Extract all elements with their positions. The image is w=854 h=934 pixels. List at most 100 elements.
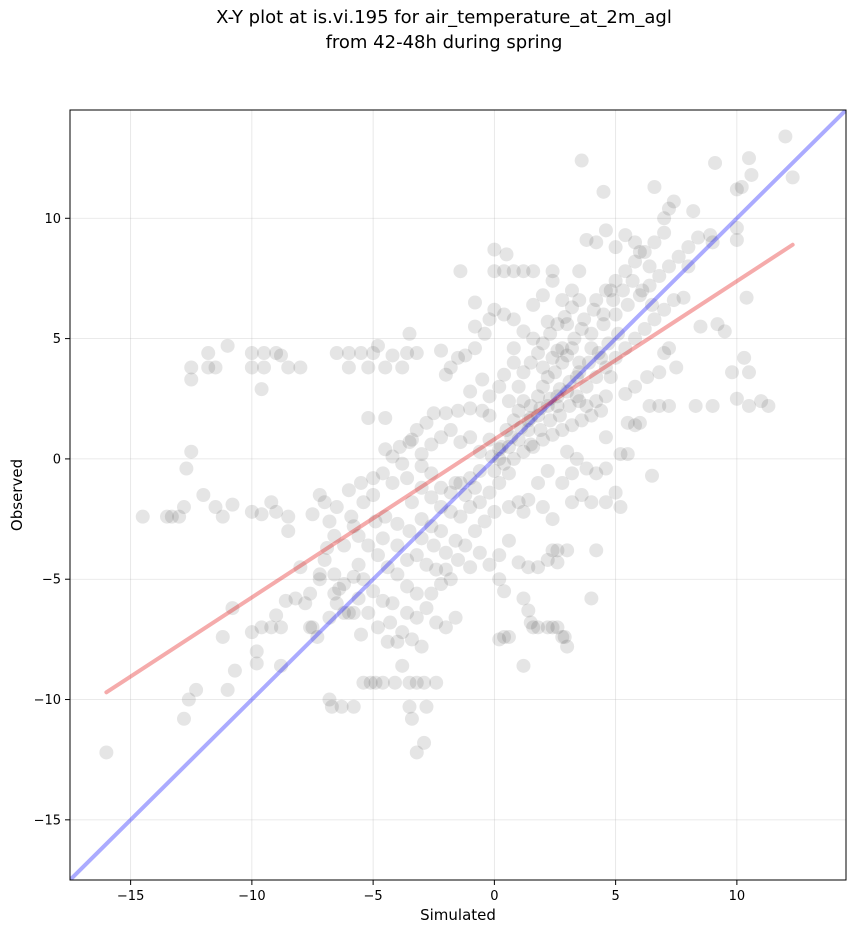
data-point [492, 572, 507, 587]
data-point [618, 386, 633, 401]
data-point [693, 319, 708, 334]
data-point [482, 432, 497, 447]
data-point [390, 538, 405, 553]
data-point [661, 201, 676, 216]
data-point [642, 259, 657, 274]
data-point [729, 391, 744, 406]
data-point [586, 302, 601, 317]
data-point [516, 264, 531, 279]
data-point [608, 273, 623, 288]
data-point [744, 167, 759, 182]
data-point [458, 538, 473, 553]
data-point [424, 437, 439, 452]
data-point [375, 531, 390, 546]
data-point [327, 586, 342, 601]
data-point [208, 500, 223, 515]
data-point [281, 524, 296, 539]
data-point [572, 365, 587, 380]
data-point [543, 391, 558, 406]
data-point [535, 379, 550, 394]
data-point [499, 423, 514, 438]
data-point [574, 488, 589, 502]
data-point [254, 620, 269, 635]
data-point [424, 466, 439, 481]
data-point [346, 699, 361, 714]
data-point [402, 675, 417, 690]
data-point [244, 346, 259, 361]
data-point [661, 259, 676, 274]
data-point [540, 398, 555, 413]
data-point [135, 509, 150, 524]
data-point [543, 326, 558, 341]
data-point [288, 591, 303, 606]
data-point [492, 442, 507, 457]
data-point [329, 346, 344, 361]
data-point [322, 514, 337, 529]
data-point [691, 230, 706, 245]
data-point [572, 394, 587, 409]
data-point [615, 283, 630, 298]
data-point [661, 398, 676, 413]
data-point [385, 475, 400, 490]
data-point [303, 620, 318, 635]
data-point [303, 586, 318, 601]
data-point [426, 406, 441, 421]
data-point [346, 605, 361, 620]
data-point [526, 439, 541, 454]
data-point [514, 420, 529, 435]
data-point [555, 629, 570, 644]
data-point [516, 591, 531, 606]
data-point [409, 586, 424, 601]
x-tick-label: 10 [729, 889, 746, 904]
data-point [620, 415, 635, 430]
x-tick-label: 5 [611, 889, 619, 904]
data-point [434, 343, 449, 358]
data-point [429, 615, 444, 630]
data-point [729, 232, 744, 247]
data-point [453, 435, 468, 450]
data-point [598, 389, 613, 404]
data-point [598, 461, 613, 476]
data-point [501, 394, 516, 409]
data-point [366, 584, 381, 599]
data-point [632, 288, 647, 303]
data-point [392, 439, 407, 454]
plot-frame [69, 109, 847, 881]
data-point [448, 610, 463, 625]
data-point [434, 480, 449, 495]
data-point [533, 401, 548, 416]
data-point [632, 415, 647, 430]
data-point [414, 639, 429, 654]
data-point [409, 548, 424, 563]
data-point [540, 370, 555, 385]
data-point [482, 312, 497, 327]
data-point [521, 413, 536, 428]
data-point [611, 326, 626, 341]
data-points [99, 129, 800, 760]
data-point [475, 372, 490, 387]
data-point [606, 293, 621, 308]
data-point [429, 562, 444, 577]
data-point [608, 485, 623, 500]
data-point [424, 490, 439, 505]
y-tick-label: 10 [44, 212, 61, 227]
data-point [337, 605, 352, 620]
data-point [540, 620, 555, 635]
data-point [523, 355, 538, 370]
data-point [201, 360, 216, 375]
data-point [467, 319, 482, 334]
data-point [419, 415, 434, 430]
y-tick-label: 0 [53, 452, 61, 467]
data-point [337, 577, 352, 592]
data-point [635, 283, 650, 298]
data-point [516, 444, 531, 459]
data-point [414, 512, 429, 527]
reference-lines [70, 110, 846, 880]
data-point [613, 447, 628, 462]
data-point [710, 317, 725, 332]
data-point [574, 321, 589, 336]
data-point [579, 232, 594, 247]
data-point [608, 240, 623, 255]
data-point [734, 180, 749, 194]
